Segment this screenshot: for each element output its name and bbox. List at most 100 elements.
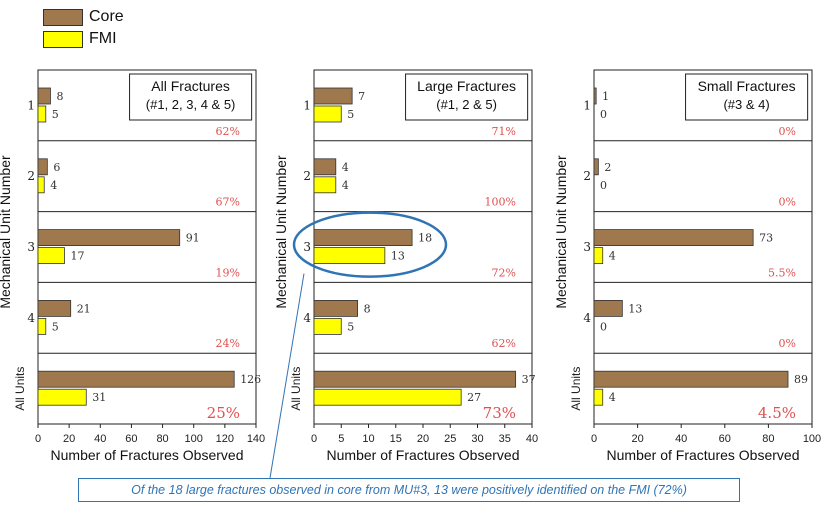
panel-1-label-fmi-3: 5	[52, 320, 59, 333]
panel-1-x-tick-4: 80	[156, 433, 168, 445]
panel-1-bar-fmi-2	[37, 247, 65, 265]
panel-1-label-core-0: 8	[56, 90, 63, 103]
panel-3-label-core-2: 73	[759, 232, 773, 245]
panel-3-category-0: 1	[583, 98, 591, 112]
panel-1-percent-2: 19%	[216, 266, 240, 279]
panel-3-percent-1: 0%	[779, 196, 796, 209]
panel-1-category-3: 4	[27, 311, 35, 325]
panel-3-x-tick-1: 20	[631, 433, 643, 445]
panel-2-category-2: 3	[303, 240, 311, 254]
panel-3-label-core-3: 13	[628, 302, 642, 315]
panel-3-label-fmi-4: 4	[609, 391, 616, 404]
panel-3-label-core-4: 89	[794, 373, 808, 386]
panel-3-bar-core-3	[593, 299, 623, 317]
panel-1-bar-fmi-1	[37, 176, 45, 194]
panel-2-percent-2: 72%	[492, 266, 516, 279]
panel-1-label-core-4: 126	[240, 373, 261, 386]
panel-2-label-core-3: 8	[364, 302, 371, 315]
panel-3-label-fmi-1: 0	[600, 179, 607, 192]
panel-1-percent-3: 24%	[216, 337, 240, 350]
panel-3-category-1: 2	[583, 169, 591, 183]
panel-1-title-line-2: (#1, 2, 3, 4 & 5)	[146, 97, 236, 112]
panel-2-x-tick-1: 5	[338, 433, 344, 445]
panel-2-category-4: All Units	[289, 367, 303, 411]
panel-2-category-3: 4	[303, 311, 311, 325]
panel-1-label-fmi-1: 4	[50, 179, 57, 192]
panel-3-plot-frame	[593, 69, 813, 425]
panel-1-category-1: 2	[27, 169, 35, 183]
panel-2-percent-4: 73%	[483, 404, 516, 422]
panel-1-x-tick-0: 0	[35, 433, 41, 445]
panel-2-percent-3: 62%	[492, 337, 516, 350]
panel-2-bar-fmi-1	[313, 176, 337, 194]
panel-3-x-tick-4: 80	[762, 433, 774, 445]
panel-2-y-axis-label: Mechanical Unit Number	[273, 155, 289, 309]
panel-1-percent-0: 62%	[216, 125, 240, 138]
panel-2-x-tick-0: 0	[311, 433, 317, 445]
legend-item-core: Core	[43, 6, 124, 28]
panel-3-label-fmi-0: 0	[600, 108, 607, 121]
panel-1-bar-fmi-3	[37, 317, 47, 335]
panel-1-bar-core-0	[37, 87, 51, 105]
panel-3-title-line-1: Small Fractures	[698, 78, 796, 94]
legend-label-fmi: FMI	[89, 30, 117, 47]
panel-2-bar-core-3	[313, 299, 358, 317]
panel-3-y-axis-label: Mechanical Unit Number	[553, 155, 569, 309]
panel-2-category-0: 1	[303, 98, 311, 112]
panel-2-x-tick-4: 20	[417, 433, 429, 445]
panel-1-bar-core-1	[37, 158, 48, 176]
panel-1-category-0: 1	[27, 98, 35, 112]
panel-1-y-axis-label: Mechanical Unit Number	[0, 155, 13, 309]
panel-3-bar-fmi-4	[593, 388, 604, 406]
panel-3-bar-core-4	[593, 370, 789, 388]
panel-1-label-core-2: 91	[186, 232, 200, 245]
panel-1-label-core-3: 21	[77, 302, 91, 315]
panel-2-label-fmi-4: 27	[467, 391, 481, 404]
panel-1-label-fmi-2: 17	[70, 250, 84, 263]
panel-1-bar-core-3	[37, 299, 72, 317]
panel-1-x-axis-label: Number of Fractures Observed	[51, 447, 244, 463]
panel-2-title-box	[405, 73, 529, 121]
panel-3-category-2: 3	[583, 240, 591, 254]
panel-1-x-tick-2: 40	[94, 433, 106, 445]
panel-2-label-fmi-0: 5	[347, 108, 354, 121]
panel-2-label-fmi-3: 5	[347, 320, 354, 333]
panel-2-title-line-1: Large Fractures	[417, 78, 516, 94]
panel-3-x-tick-0: 0	[591, 433, 597, 445]
panel-3-label-fmi-3: 0	[600, 320, 607, 333]
panel-2-title-line-2: (#1, 2 & 5)	[436, 97, 497, 112]
panel-1-title-line-1: All Fractures	[151, 78, 230, 94]
panel-1-bar-core-2	[37, 229, 181, 247]
panel-1-x-tick-1: 20	[63, 433, 75, 445]
panel-2-x-axis-label: Number of Fractures Observed	[327, 447, 520, 463]
panel-3-bar-core-0	[593, 87, 597, 105]
callout-leader-line	[269, 273, 305, 479]
panel-3-percent-2: 5.5%	[768, 266, 796, 279]
panel-1-bar-fmi-0	[37, 105, 47, 123]
panel-1-x-tick-7: 140	[247, 433, 265, 445]
panel-1-x-tick-3: 60	[125, 433, 137, 445]
panel-1-x-tick-5: 100	[185, 433, 203, 445]
panel-1-plot-frame	[37, 69, 257, 425]
panel-2-x-tick-6: 30	[471, 433, 483, 445]
panel-3-title-box	[685, 73, 809, 121]
panel-2-label-fmi-1: 4	[342, 179, 349, 192]
panel-3-percent-4: 4.5%	[758, 404, 796, 422]
panel-2-x-tick-8: 40	[526, 433, 538, 445]
panel-3-x-tick-5: 100	[803, 433, 821, 445]
panel-3-label-fmi-2: 4	[609, 250, 616, 263]
panel-3-x-axis-label: Number of Fractures Observed	[607, 447, 800, 463]
panel-1-bar-fmi-4	[37, 388, 87, 406]
callout-ellipse	[292, 211, 448, 278]
panel-3-title-line-2: (#3 & 4)	[723, 97, 769, 112]
panel-2-label-fmi-2: 13	[391, 250, 405, 263]
callout-caption: Of the 18 large fractures observed in co…	[78, 478, 740, 502]
panel-3-label-core-0: 1	[602, 90, 609, 103]
panel-1-label-core-1: 6	[53, 161, 60, 174]
panel-2-bar-core-4	[313, 370, 517, 388]
panel-3-bar-core-2	[593, 229, 754, 247]
panel-2-x-tick-2: 10	[362, 433, 374, 445]
panel-1-category-4: All Units	[13, 367, 27, 411]
panel-2-plot-frame	[313, 69, 533, 425]
